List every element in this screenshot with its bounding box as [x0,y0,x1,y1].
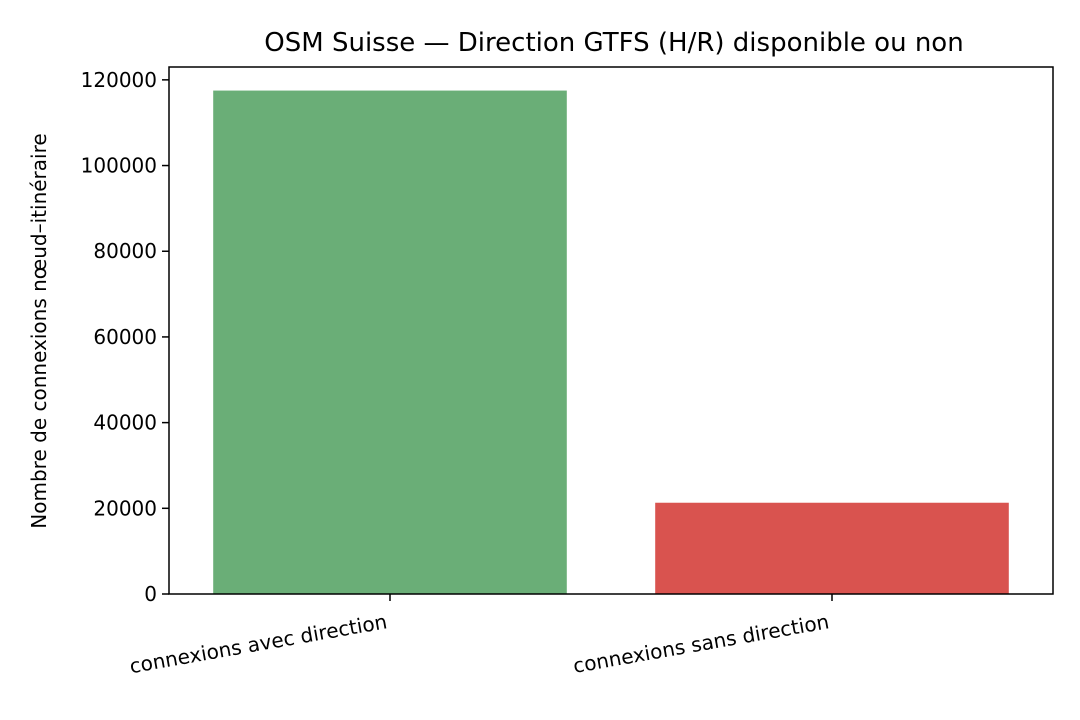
x-tick-label-0: connexions avec direction [128,609,389,678]
y-tick-label-4: 80000 [93,239,157,263]
bar-0 [213,90,567,595]
plot-frame [168,66,1054,595]
y-axis: 0 20000 40000 60000 80000 100000 120000 [81,68,169,606]
y-tick-label-1: 20000 [93,496,157,520]
chart-title: OSM Suisse — Direction GTFS (H/R) dispon… [264,28,963,58]
y-tick-label-2: 40000 [93,411,157,435]
bar-1 [655,502,1009,594]
y-tick-label-3: 60000 [93,325,157,349]
y-axis-label: Nombre de connexions nœud–itinéraire [27,133,51,528]
y-tick-label-0: 0 [144,582,157,606]
y-tick-label-5: 100000 [81,154,157,178]
x-axis: connexions avec direction connexions sans… [128,594,833,678]
x-tick-label-1: connexions sans direction [571,609,831,678]
bars-group [213,90,1009,595]
y-tick-label-6: 120000 [81,68,157,92]
